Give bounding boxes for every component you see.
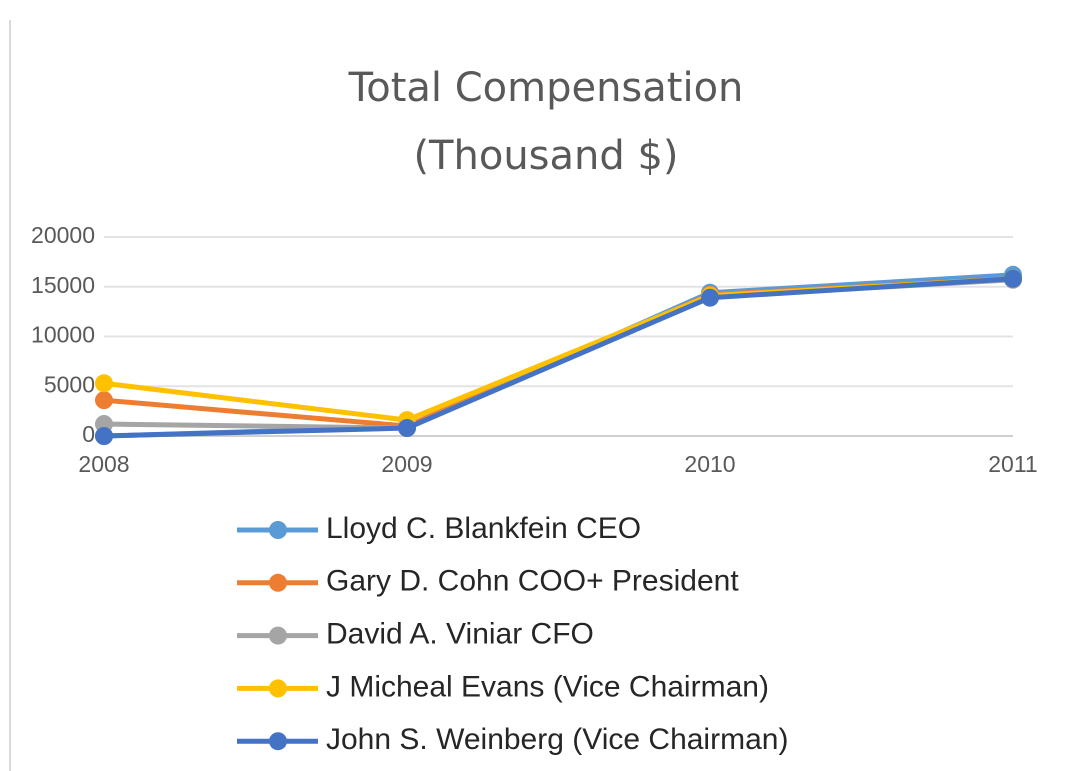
x-tick-label: 2010 [684,451,735,477]
series-line [103,277,1014,431]
legend-label: John S. Weinberg (Vice Chairman) [326,723,788,756]
legend-label: David A. Viniar CFO [326,618,594,651]
y-tick-label: 0 [82,421,95,447]
legend-label: Gary D. Cohn COO+ President [326,565,739,598]
point [95,427,113,445]
y-tick-label: 5000 [44,371,95,397]
y-tick-label: 20000 [31,222,95,248]
y-tick-label: 15000 [31,272,95,298]
legend-marker [269,573,287,592]
x-tick-label: 2011 [988,451,1037,477]
point [1004,269,1022,288]
series-line [103,276,1014,429]
series-line [103,276,1014,423]
chart-title: (Thousand $) [413,133,678,179]
series-line [103,276,1014,439]
legend-marker [269,732,287,751]
point [701,288,719,307]
legend-marker [269,626,287,645]
point [398,419,416,438]
legend-label: Lloyd C. Blankfein CEO [326,512,641,545]
x-tick-label: 2009 [381,451,432,477]
point [95,374,113,393]
point [95,391,113,410]
chart-title: Total Compensation [348,65,744,111]
legend-marker [269,679,287,698]
y-tick-label: 10000 [31,322,95,348]
x-tick-label: 2008 [78,451,129,477]
legend-marker [269,521,287,539]
legend-label: J Micheal Evans (Vice Chairman) [326,670,769,703]
